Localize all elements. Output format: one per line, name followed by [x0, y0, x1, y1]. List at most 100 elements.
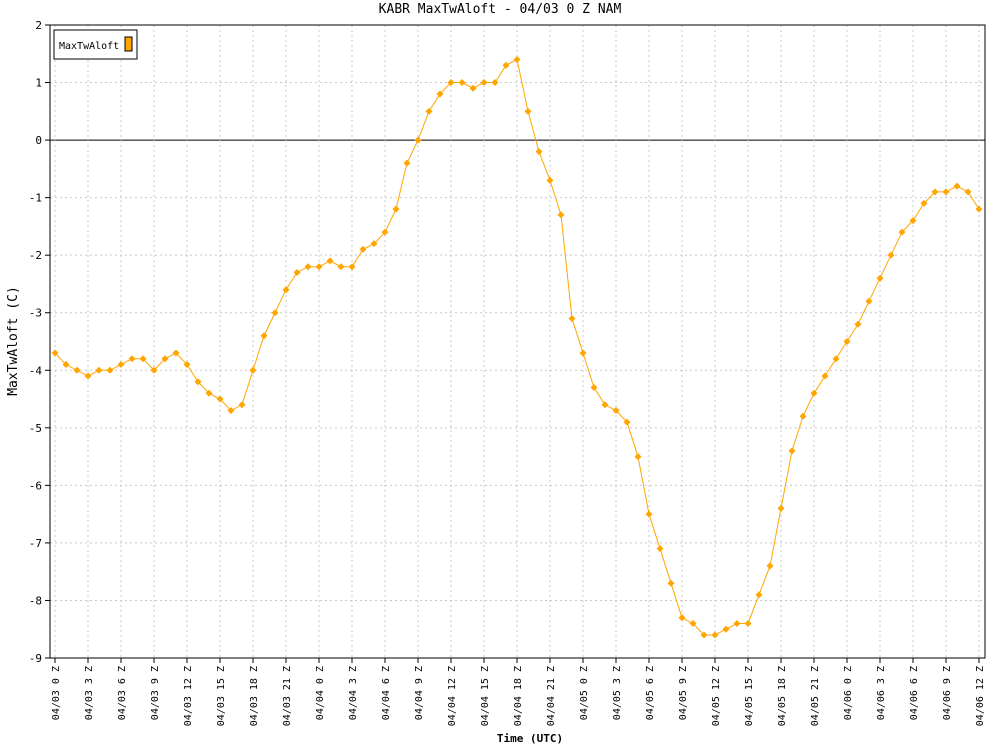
data-point [876, 274, 884, 282]
data-point [777, 504, 785, 512]
y-tick-label: -8 [29, 594, 42, 607]
data-point [931, 188, 939, 196]
data-point [579, 349, 587, 357]
data-point [601, 401, 609, 409]
data-point [623, 418, 631, 426]
y-tick-label: -6 [29, 479, 42, 492]
x-tick-label: 04/03 3 Z [84, 666, 95, 720]
data-point [260, 332, 268, 340]
data-point [942, 188, 950, 196]
data-point [249, 366, 257, 374]
y-tick-label: -9 [29, 652, 42, 665]
x-tick-label: 04/03 18 Z [249, 666, 260, 726]
data-point [315, 263, 323, 271]
data-point [821, 372, 829, 380]
x-tick-label: 04/04 18 Z [513, 666, 524, 726]
data-point [414, 136, 422, 144]
data-point [194, 378, 202, 386]
data-point [700, 631, 708, 639]
data-point [733, 619, 741, 627]
data-point [469, 84, 477, 92]
data-point [359, 245, 367, 253]
y-tick-label: 0 [35, 134, 42, 147]
data-point [788, 447, 796, 455]
data-point [810, 389, 818, 397]
data-point [150, 366, 158, 374]
y-tick-label: -7 [29, 537, 42, 550]
data-point [370, 240, 378, 248]
data-point [920, 199, 928, 207]
x-tick-label: 04/04 6 Z [381, 666, 392, 720]
data-point [117, 361, 125, 369]
data-point [854, 320, 862, 328]
plot-frame [49, 24, 986, 659]
data-point [436, 90, 444, 98]
data-point [898, 228, 906, 236]
x-tick-label: 04/05 21 Z [810, 666, 821, 726]
data-point [392, 205, 400, 213]
x-tick-label: 04/05 18 Z [777, 666, 788, 726]
x-tick-label: 04/06 12 Z [975, 666, 986, 726]
x-tick-label: 04/04 12 Z [447, 666, 458, 726]
x-tick-label: 04/03 9 Z [150, 666, 161, 720]
x-tick-label: 04/03 15 Z [216, 666, 227, 726]
y-tick-label: 1 [35, 77, 42, 90]
data-point [843, 338, 851, 345]
data-point [205, 389, 213, 397]
data-point [590, 384, 598, 392]
data-point [73, 366, 81, 374]
x-tick-label: 04/03 0 Z [51, 666, 62, 720]
data-point [106, 366, 114, 374]
x-tick-label: 04/04 21 Z [546, 666, 557, 726]
y-tick-label: -3 [29, 307, 42, 320]
data-point [282, 286, 290, 294]
legend-box [53, 29, 138, 60]
data-point [84, 372, 92, 380]
data-point [832, 355, 840, 363]
x-tick-label: 04/05 0 Z [579, 666, 590, 720]
x-tick-label: 04/04 3 Z [348, 666, 359, 720]
x-tick-label: 04/05 15 Z [744, 666, 755, 726]
x-tick-label: 04/06 0 Z [843, 666, 854, 720]
data-point [326, 257, 334, 265]
x-tick-label: 04/06 3 Z [876, 666, 887, 720]
legend-label: MaxTwAloft [59, 41, 119, 52]
data-point [667, 579, 675, 587]
x-tick-label: 04/06 6 Z [909, 666, 920, 720]
data-point [634, 453, 642, 461]
data-point [887, 251, 895, 259]
y-axis-label: MaxTwAloft (C) [6, 286, 21, 396]
data-point [909, 217, 917, 225]
data-point [238, 401, 246, 409]
data-point [546, 176, 554, 184]
data-point [953, 182, 961, 190]
data-point [766, 562, 774, 570]
data-point [689, 619, 697, 627]
x-tick-label: 04/03 6 Z [117, 666, 128, 720]
data-point [161, 355, 169, 363]
data-point [480, 79, 488, 87]
data-point [271, 309, 279, 317]
data-point [535, 148, 543, 156]
x-tick-label: 04/04 15 Z [480, 666, 491, 726]
y-tick-label: -2 [29, 249, 42, 262]
data-point [304, 263, 312, 271]
data-point [403, 159, 411, 167]
data-point [722, 625, 730, 633]
x-axis-label: Time (UTC) [497, 732, 563, 745]
x-tick-label: 04/05 12 Z [711, 666, 722, 726]
data-point [678, 614, 686, 622]
data-point [227, 407, 235, 415]
data-point [293, 268, 301, 276]
x-tick-label: 04/03 12 Z [183, 666, 194, 726]
data-point [799, 412, 807, 420]
y-tick-label: -5 [29, 422, 42, 435]
x-tick-label: 04/03 21 Z [282, 666, 293, 726]
data-point [513, 56, 521, 64]
data-point [568, 314, 576, 322]
data-point [447, 79, 455, 87]
data-point [216, 395, 224, 403]
data-point [62, 361, 70, 369]
